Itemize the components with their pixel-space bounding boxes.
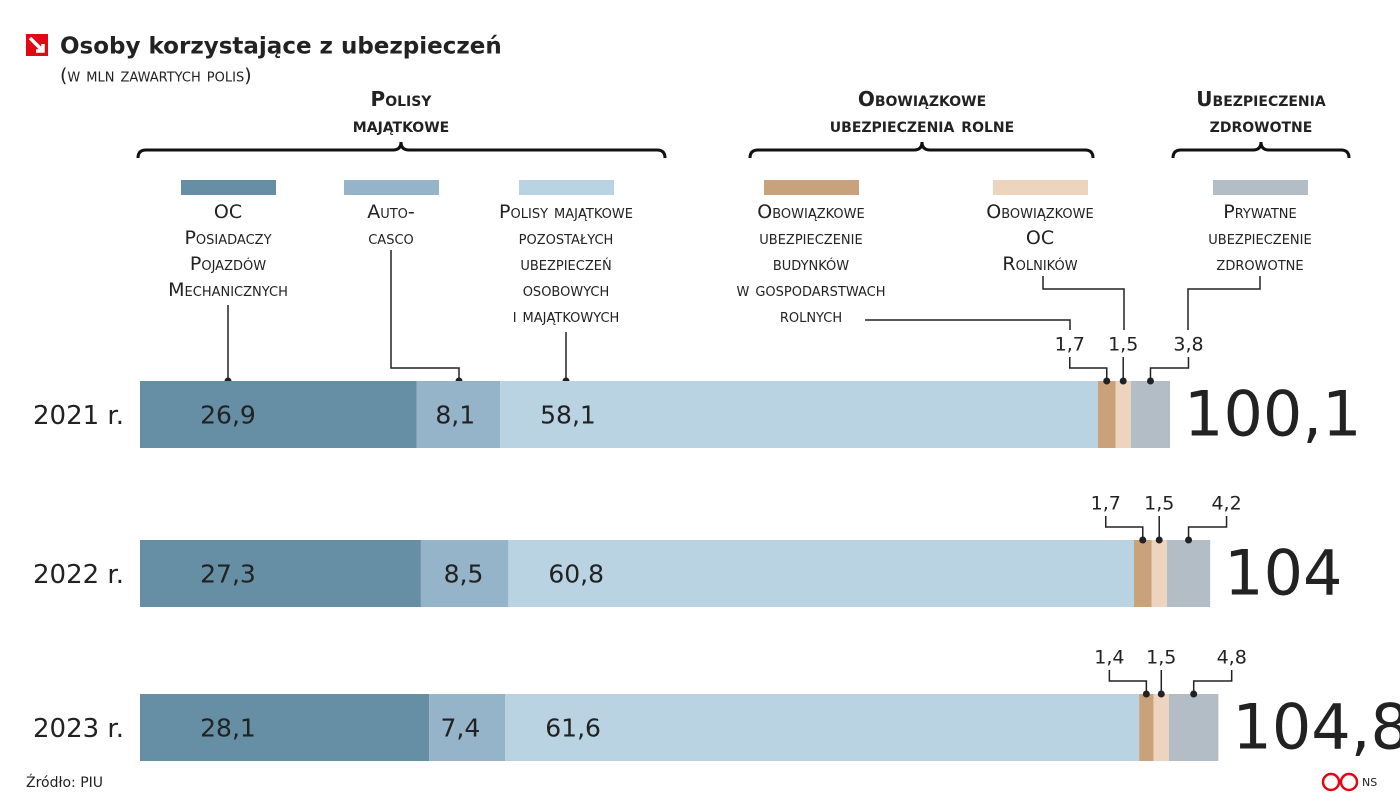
leader-dot — [1157, 690, 1165, 698]
bar-segment — [420, 540, 509, 607]
bar-segment — [1139, 694, 1154, 761]
chart-subtitle: (w mln zawartych polis) — [60, 65, 252, 87]
bar-segment — [500, 381, 1098, 448]
value-label: 60,8 — [548, 560, 604, 589]
group-label: Polisy majątkowe — [352, 87, 450, 137]
value-label: 3,8 — [1173, 334, 1203, 356]
bar-segment — [1166, 540, 1211, 607]
leader-dot — [1155, 536, 1163, 544]
legend-swatch — [519, 180, 614, 195]
bar-segment — [416, 381, 501, 448]
group-label: Obowiązkowe ubezpieczenia rolne — [829, 87, 1015, 137]
bar-segment — [505, 694, 1140, 761]
bar-segment — [1151, 540, 1167, 607]
source: Źródło: PIU — [26, 773, 103, 791]
credit: NS — [1362, 776, 1377, 789]
bar-segment — [508, 540, 1135, 607]
bar-segment — [1134, 540, 1152, 607]
value-label: 1,5 — [1108, 334, 1138, 356]
legend-label: Prywatne ubezpieczenie zdrowotne — [1208, 201, 1312, 275]
bar-segment — [1115, 381, 1131, 448]
leader-line — [1108, 670, 1148, 694]
value-label: 1,4 — [1094, 647, 1124, 669]
category-label: 2022 r. — [33, 560, 124, 590]
legend-swatch — [1213, 180, 1308, 195]
leader-dot — [1146, 377, 1154, 385]
value-label: 8,1 — [435, 401, 475, 430]
bar-segment — [1169, 694, 1219, 761]
legend-label: OC Posiadaczy Pojazdów Mechanicznych — [168, 201, 288, 301]
value-label: 1,7 — [1055, 334, 1085, 356]
bar-segment — [1130, 381, 1171, 448]
category-label: 2021 r. — [33, 401, 124, 431]
leader-dot — [1103, 377, 1111, 385]
value-label: 27,3 — [200, 560, 256, 589]
value-label: 4,8 — [1217, 647, 1247, 669]
category-label: 2023 r. — [33, 714, 124, 744]
chart-title: Osoby korzystające z ubezpieczeń — [60, 34, 502, 60]
title-icon-arrow — [28, 36, 45, 53]
value-label: 58,1 — [540, 401, 596, 430]
bar-segment — [1153, 694, 1169, 761]
leader-line — [1105, 516, 1144, 540]
legend-label: Obowiązkowe OC Rolników — [986, 201, 1094, 275]
leader-line — [1149, 357, 1190, 381]
leader-dot — [1185, 536, 1193, 544]
legend-swatch — [764, 180, 859, 195]
leader-dot — [1119, 377, 1127, 385]
bar-segment — [140, 694, 430, 761]
leader-line — [1192, 670, 1233, 694]
bar-segment — [429, 694, 506, 761]
value-label: 7,4 — [441, 714, 481, 743]
leader-line — [1069, 357, 1108, 381]
legend-swatch — [344, 180, 439, 195]
legend-swatch — [993, 180, 1088, 195]
legend-label: Obowiązkowe ubezpieczenie budynków w gos… — [736, 201, 886, 327]
legend-leaders — [227, 250, 1261, 381]
bar-segment — [1097, 381, 1116, 448]
leader-dot — [1139, 536, 1147, 544]
value-label: 28,1 — [200, 714, 256, 743]
leader-dot — [1190, 690, 1198, 698]
brackets — [136, 141, 1351, 159]
value-label: 8,5 — [444, 560, 484, 589]
total-label: 100,1 — [1184, 378, 1362, 451]
value-label: 61,6 — [545, 714, 601, 743]
bar-segment — [140, 381, 417, 448]
value-label: 4,2 — [1211, 493, 1241, 515]
leader-line — [1187, 516, 1228, 540]
value-label: 1,5 — [1146, 647, 1176, 669]
bar-segment — [140, 540, 421, 607]
value-label: 26,9 — [200, 401, 256, 430]
value-label: 1,5 — [1144, 493, 1174, 515]
legend-label: Polisy majątkowe pozostałych ubezpieczeń… — [499, 201, 633, 327]
logo — [1321, 772, 1341, 792]
legend-swatch — [181, 180, 276, 195]
legend-label: Auto- casco — [367, 201, 415, 249]
total-label: 104 — [1224, 537, 1342, 610]
group-label: Ubezpieczenia zdrowotne — [1196, 87, 1326, 137]
value-label: 1,7 — [1091, 493, 1121, 515]
logo — [1339, 772, 1359, 792]
total-label: 104,8 — [1232, 691, 1400, 764]
leader-dot — [1142, 690, 1150, 698]
